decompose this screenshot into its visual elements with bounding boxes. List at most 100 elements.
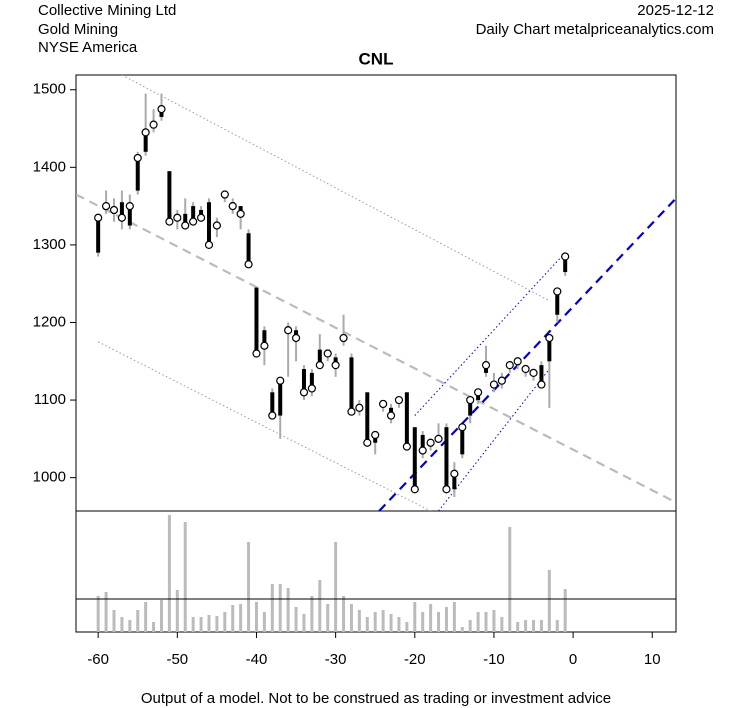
open-close (317, 349, 322, 366)
close-marker (481, 361, 491, 370)
open-close (191, 206, 196, 222)
open-close (452, 473, 457, 490)
open-close (365, 392, 370, 443)
close-marker (379, 399, 388, 409)
x-tick-label: 0 (569, 651, 577, 668)
y-tick-label: 1500 (33, 81, 66, 98)
close-marker (394, 395, 404, 405)
close-marker (276, 376, 285, 385)
close-marker (291, 333, 301, 343)
close-marker (561, 252, 570, 261)
trend-line (76, 193, 676, 504)
x-tick-label: 10 (644, 651, 661, 668)
price-panel (76, 75, 676, 511)
close-marker (181, 221, 190, 230)
close-marker (149, 120, 158, 129)
close-marker (339, 333, 348, 343)
close-marker (505, 361, 514, 370)
close-marker (252, 349, 261, 358)
open-close (270, 392, 275, 416)
open-close (563, 256, 568, 273)
close-marker (101, 202, 111, 211)
open-close (547, 337, 552, 362)
close-marker (331, 361, 340, 370)
close-marker (125, 202, 134, 211)
close-marker (442, 485, 451, 494)
open-close (135, 158, 140, 191)
trend-line (378, 197, 676, 511)
close-marker (537, 380, 546, 389)
close-marker (141, 128, 150, 137)
close-marker (418, 446, 427, 455)
x-tick-label: -40 (246, 651, 268, 668)
close-marker (410, 485, 419, 494)
close-marker (212, 221, 221, 230)
close-marker (204, 240, 214, 250)
y-tick-label: 1100 (34, 391, 66, 408)
close-marker (173, 213, 182, 222)
close-marker (157, 105, 166, 114)
x-tick-label: -50 (166, 651, 188, 668)
open-close (460, 427, 465, 455)
y-tick-label: 1300 (33, 236, 66, 253)
sector: Gold Mining (38, 21, 118, 38)
open-close (143, 132, 148, 152)
close-marker (189, 217, 198, 226)
open-close (349, 357, 354, 412)
open-close (278, 380, 283, 416)
close-marker (402, 442, 411, 451)
open-close (246, 233, 251, 265)
close-marker (489, 380, 499, 389)
close-marker (521, 364, 530, 374)
close-marker (458, 423, 467, 432)
open-close (539, 365, 544, 385)
open-close (96, 217, 101, 253)
trend-line (121, 75, 550, 302)
close-marker (196, 213, 206, 222)
close-marker (529, 368, 538, 378)
close-marker (474, 388, 483, 397)
close-marker (117, 213, 127, 222)
close-marker (268, 411, 277, 420)
open-close (468, 400, 473, 416)
open-close (183, 213, 188, 226)
close-marker (434, 434, 443, 443)
open-close (555, 291, 560, 315)
close-marker (513, 357, 522, 366)
close-marker (315, 361, 324, 370)
open-close (127, 206, 132, 226)
exchange: NYSE America (38, 39, 138, 56)
close-marker (426, 438, 435, 447)
trend-line (414, 252, 566, 416)
close-marker (94, 213, 103, 222)
close-marker (260, 341, 269, 350)
close-marker (355, 403, 364, 412)
x-tick-label: -10 (483, 651, 505, 668)
close-marker (109, 205, 119, 215)
close-marker (545, 333, 554, 343)
close-marker (323, 349, 332, 358)
close-marker (284, 326, 293, 335)
close-marker (363, 438, 372, 447)
close-marker (466, 395, 475, 405)
close-marker (347, 407, 356, 416)
close-marker (307, 384, 316, 393)
y-tick-label: 1000 (33, 469, 66, 486)
open-close (444, 427, 449, 490)
close-marker (244, 260, 253, 269)
y-tick-label: 1200 (33, 313, 66, 330)
open-close (309, 372, 314, 389)
company: Collective Mining Ltd (38, 2, 176, 19)
close-marker (228, 202, 237, 211)
close-marker (299, 388, 309, 397)
x-tick-label: -30 (325, 651, 347, 668)
x-tick-label: -20 (404, 651, 426, 668)
open-close (262, 330, 267, 346)
footer: Output of a model. Not to be construed a… (141, 690, 611, 707)
close-marker (497, 376, 506, 385)
source: Daily Chart metalpriceanalytics.com (476, 21, 714, 38)
y-tick-label: 1400 (33, 158, 66, 175)
open-close (119, 202, 124, 218)
open-close (254, 287, 259, 354)
